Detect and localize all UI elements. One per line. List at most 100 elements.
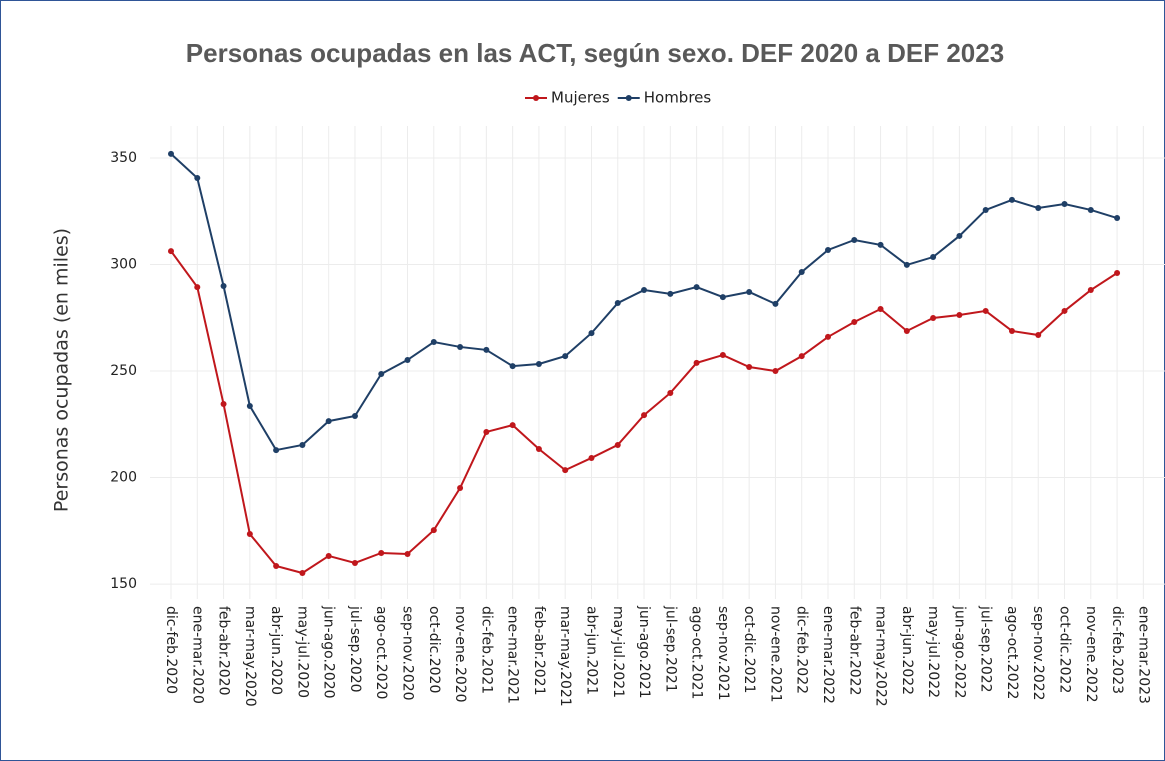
point bbox=[746, 363, 753, 370]
point bbox=[509, 422, 516, 429]
point bbox=[1114, 215, 1121, 222]
x-tick-label: feb-abr.2021 bbox=[531, 606, 547, 696]
point bbox=[483, 428, 490, 435]
point bbox=[930, 314, 937, 321]
point bbox=[378, 549, 385, 556]
point bbox=[956, 311, 963, 318]
y-tick-label: 200 bbox=[110, 470, 137, 486]
x-tick-label: jul-sep.2022 bbox=[978, 605, 994, 693]
x-tick-label: mar-may.2021 bbox=[557, 606, 573, 707]
x-tick-label: jul-sep.2020 bbox=[347, 605, 363, 693]
x-tick-label: mar-may.2022 bbox=[873, 606, 889, 707]
x-tick-label: sep-nov.2020 bbox=[400, 606, 416, 701]
point bbox=[772, 300, 779, 307]
point bbox=[325, 418, 332, 425]
point bbox=[457, 484, 464, 491]
x-tick-label: dic-feb.2022 bbox=[794, 606, 810, 694]
point bbox=[667, 389, 674, 396]
point bbox=[982, 307, 989, 314]
point bbox=[246, 531, 253, 538]
x-tick-label: may-jul.2022 bbox=[925, 606, 941, 698]
point bbox=[168, 248, 174, 255]
point bbox=[877, 306, 884, 313]
y-tick-label: 300 bbox=[110, 256, 137, 272]
point bbox=[404, 551, 411, 558]
x-tick-label: mar-may.2020 bbox=[242, 606, 258, 707]
x-tick-label: jun-ago.2020 bbox=[321, 605, 337, 699]
x-tick-label: oct-dic.2021 bbox=[741, 606, 757, 693]
point bbox=[1008, 196, 1015, 203]
x-tick-label: jul-sep.2021 bbox=[662, 605, 678, 693]
x-tick-label: nov-ene.2020 bbox=[452, 606, 468, 703]
point bbox=[509, 363, 516, 370]
point bbox=[430, 527, 437, 534]
x-tick-label: abr-jun.2021 bbox=[583, 606, 599, 695]
point bbox=[1061, 200, 1068, 207]
point bbox=[351, 412, 358, 419]
point bbox=[562, 353, 569, 360]
point bbox=[825, 247, 831, 254]
x-tick-label: ene-mar.2021 bbox=[505, 606, 521, 704]
point bbox=[194, 174, 201, 181]
point bbox=[982, 206, 989, 213]
x-tick-label: nov-ene.2022 bbox=[1083, 606, 1099, 703]
legend-marker bbox=[533, 95, 539, 101]
point bbox=[246, 402, 253, 409]
point bbox=[457, 343, 464, 350]
x-tick-label: feb-abr.2022 bbox=[846, 606, 862, 696]
x-tick-label: ene-mar.2022 bbox=[820, 606, 836, 704]
x-tick-label: jun-ago.2022 bbox=[951, 605, 967, 699]
point bbox=[220, 283, 227, 290]
y-axis-label: Personas ocupadas (en miles) bbox=[51, 228, 73, 512]
y-tick-label: 150 bbox=[110, 576, 137, 592]
x-tick-label: nov-ene.2021 bbox=[767, 606, 783, 703]
point bbox=[299, 570, 306, 577]
point bbox=[404, 356, 411, 363]
legend-marker bbox=[625, 95, 632, 101]
x-tick-label: jun-ago.2021 bbox=[636, 605, 652, 699]
point bbox=[378, 371, 385, 378]
point bbox=[746, 288, 753, 295]
point bbox=[614, 441, 621, 448]
point bbox=[535, 446, 542, 453]
point bbox=[351, 559, 358, 566]
y-tick-label: 250 bbox=[110, 363, 137, 379]
point bbox=[1087, 287, 1094, 294]
point bbox=[1061, 307, 1068, 314]
point bbox=[667, 290, 674, 297]
point bbox=[220, 401, 227, 408]
point bbox=[851, 236, 858, 243]
point bbox=[719, 294, 726, 301]
x-tick-label: may-jul.2021 bbox=[610, 606, 626, 698]
x-tick-label: oct-dic.2020 bbox=[426, 606, 442, 693]
x-tick-label: ene-mar.2020 bbox=[189, 606, 205, 704]
point bbox=[325, 552, 332, 559]
x-tick-label: dic-feb.2021 bbox=[478, 606, 494, 694]
y-tick-label: 350 bbox=[110, 150, 137, 166]
x-tick-label: dic-feb.2020 bbox=[163, 606, 179, 694]
point bbox=[825, 333, 831, 340]
point bbox=[299, 441, 306, 448]
legend-label: Mujeres bbox=[551, 89, 610, 107]
x-tick-label: dic-feb.2023 bbox=[1109, 606, 1125, 694]
point bbox=[1087, 206, 1094, 213]
point bbox=[877, 241, 884, 248]
x-tick-label: may-jul.2020 bbox=[294, 606, 310, 698]
point bbox=[430, 339, 437, 346]
point bbox=[168, 150, 174, 157]
point bbox=[1035, 205, 1042, 212]
x-tick-label: abr-jun.2020 bbox=[268, 606, 284, 695]
point bbox=[483, 346, 490, 353]
x-tick-label: abr-jun.2022 bbox=[899, 606, 915, 695]
x-tick-label: sep-nov.2021 bbox=[715, 606, 731, 701]
x-tick-label: ago-oct.2022 bbox=[1004, 606, 1020, 699]
point bbox=[798, 353, 805, 360]
point bbox=[562, 467, 569, 474]
point bbox=[693, 359, 700, 366]
point bbox=[956, 232, 963, 239]
point bbox=[273, 447, 280, 454]
point bbox=[1008, 327, 1015, 334]
point bbox=[851, 319, 858, 326]
